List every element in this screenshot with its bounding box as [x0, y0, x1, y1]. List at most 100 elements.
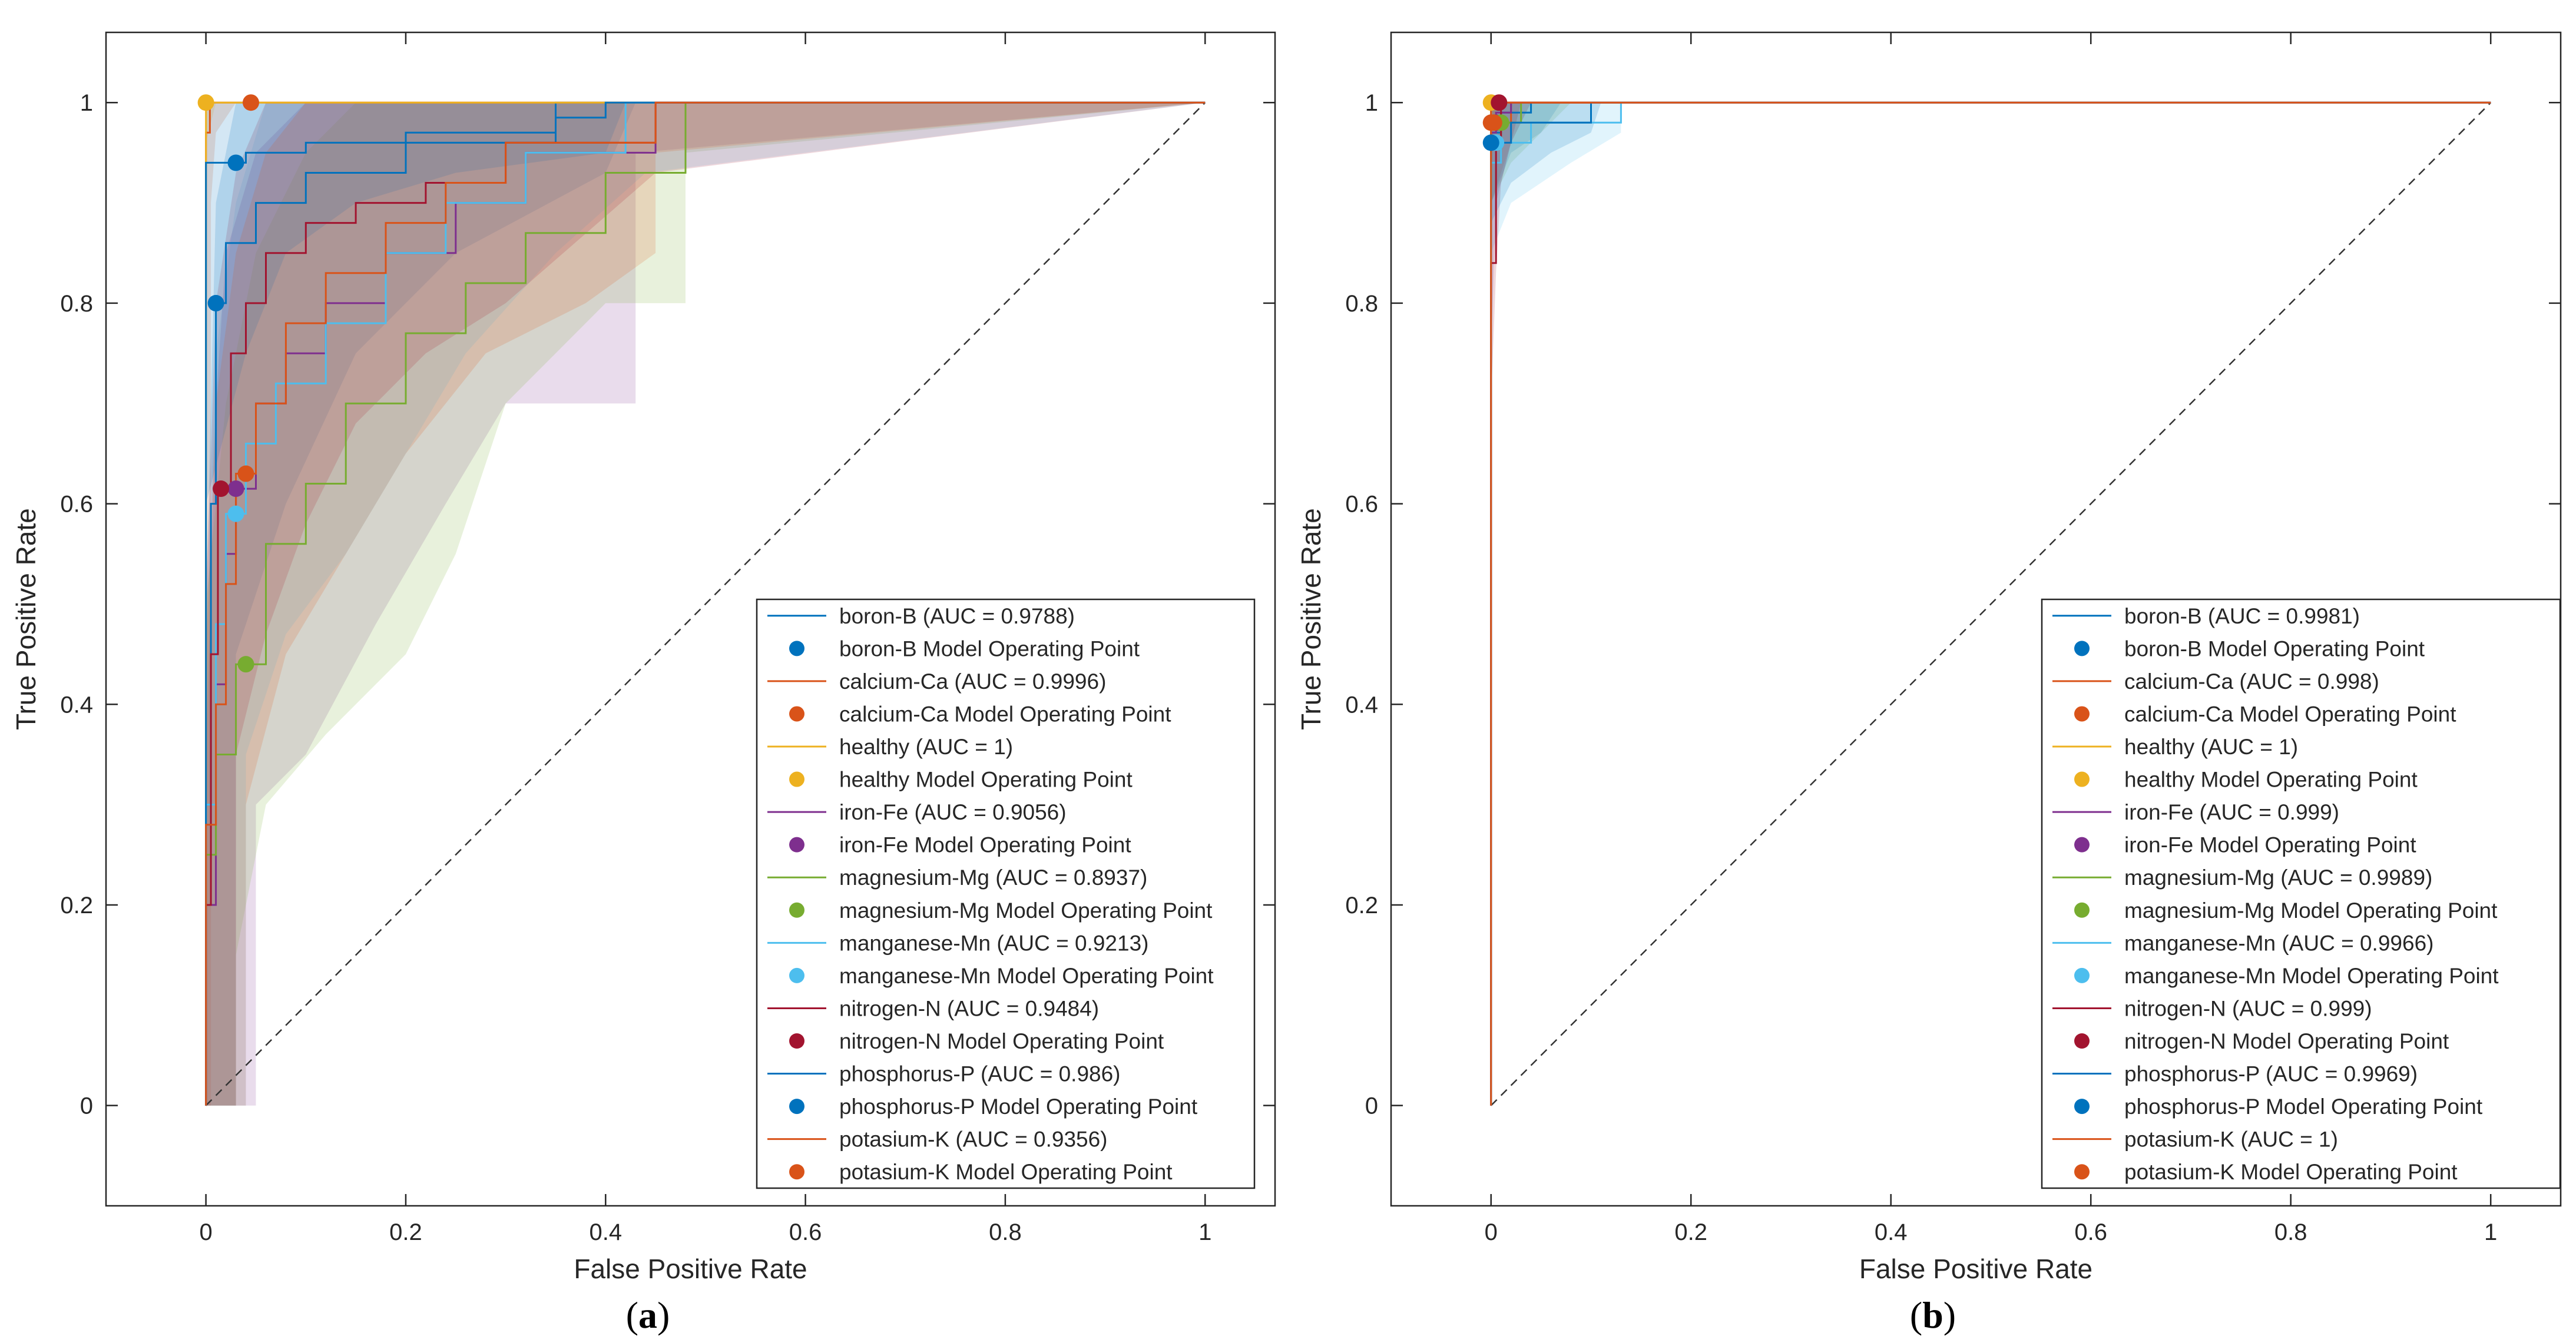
y-axis-label: True Positive Rate	[1296, 508, 1326, 730]
x-tick-label: 0	[200, 1219, 213, 1245]
legend-entry: potasium-K (AUC = 0.9356)	[839, 1128, 1108, 1152]
legend-entry: phosphorus-P Model Operating Point	[839, 1095, 1198, 1119]
legend-marker-swatch	[2074, 641, 2090, 656]
legend-entry: healthy (AUC = 1)	[2124, 735, 2298, 759]
x-tick-label: 0.2	[389, 1219, 422, 1245]
nitrogen-N-operating-point	[1491, 94, 1508, 111]
calcium-Ca-operating-point	[243, 94, 260, 111]
legend-entry: potasium-K (AUC = 1)	[2124, 1128, 2338, 1152]
x-tick-label: 0.8	[2274, 1219, 2307, 1245]
legend-entry: boron-B (AUC = 0.9788)	[839, 604, 1075, 628]
legend-entry: magnesium-Mg (AUC = 0.8937)	[839, 866, 1147, 890]
panel-label: (a)	[626, 1294, 670, 1336]
potasium-K-roc-line	[205, 101, 1206, 1106]
legend: boron-B (AUC = 0.9788) boron-B Model Oper…	[756, 598, 1256, 1189]
legend-entry: nitrogen-N Model Operating Point	[2124, 1029, 2449, 1053]
legend-entry: iron-Fe Model Operating Point	[839, 833, 1131, 857]
legend-entry: healthy Model Operating Point	[2124, 768, 2418, 792]
y-tick-label: 0.2	[60, 893, 93, 918]
legend-marker-swatch	[789, 1164, 804, 1180]
legend-entry: manganese-Mn Model Operating Point	[839, 964, 1214, 988]
potasium-K-confidence-band	[206, 102, 1206, 1106]
x-axis-label: False Positive Rate	[1859, 1254, 2092, 1284]
legend-entry: magnesium-Mg Model Operating Point	[2124, 898, 2498, 923]
magnesium-Mg-roc-line	[205, 101, 1206, 1106]
manganese-Mn-operating-point	[227, 505, 244, 522]
legend-entry: iron-Fe (AUC = 0.999)	[2124, 800, 2339, 824]
legend-entry: iron-Fe (AUC = 0.9056)	[839, 800, 1067, 824]
x-tick-label: 0.6	[2074, 1219, 2107, 1245]
y-axis-label: True Positive Rate	[11, 508, 41, 730]
legend-box	[756, 598, 1256, 1189]
x-tick-label: 1	[1198, 1219, 1211, 1245]
legend-entry: phosphorus-P (AUC = 0.986)	[839, 1062, 1121, 1086]
x-tick-label: 0.2	[1674, 1219, 1707, 1245]
legend-entry: calcium-Ca Model Operating Point	[839, 702, 1171, 726]
nitrogen-N-operating-point	[213, 480, 230, 498]
legend-entry: potasium-K Model Operating Point	[2124, 1160, 2458, 1184]
legend-entry: nitrogen-N Model Operating Point	[839, 1029, 1164, 1053]
iron-Fe-operating-point	[227, 480, 244, 498]
x-tick-label: 0.4	[589, 1219, 622, 1245]
x-tick-label: 0	[1485, 1219, 1498, 1245]
legend-entry: phosphorus-P (AUC = 0.9969)	[2124, 1062, 2418, 1086]
y-tick-label: 0.8	[60, 291, 93, 317]
y-tick-label: 0.8	[1345, 291, 1378, 317]
legend-marker-swatch	[2074, 706, 2090, 722]
legend-marker-swatch	[2074, 902, 2090, 918]
legend-marker-swatch	[2074, 837, 2090, 853]
legend-marker-swatch	[2074, 1099, 2090, 1115]
x-axis-label: False Positive Rate	[574, 1254, 807, 1284]
y-tick-label: 0.6	[60, 492, 93, 518]
legend-entry: boron-B Model Operating Point	[839, 636, 1140, 661]
chance-diagonal-line	[1490, 102, 2492, 1106]
x-tick-label: 0.6	[789, 1219, 822, 1245]
legend-marker-swatch	[789, 1033, 804, 1049]
x-tick-label: 1	[2484, 1219, 2497, 1245]
chance-diagonal-line	[205, 102, 1206, 1106]
legend-entry: manganese-Mn Model Operating Point	[2124, 964, 2499, 988]
y-tick-label: 0.2	[1345, 893, 1378, 918]
legend-entry: healthy (AUC = 1)	[839, 735, 1013, 759]
y-tick-label: 0	[80, 1093, 93, 1119]
legend-marker-swatch	[789, 1099, 804, 1115]
legend-marker-swatch	[789, 902, 804, 918]
legend-entry: calcium-Ca Model Operating Point	[2124, 702, 2456, 726]
legend-marker-swatch	[789, 837, 804, 853]
legend-marker-swatch	[2074, 1164, 2090, 1180]
legend-marker-swatch	[789, 967, 804, 983]
y-tick-label: 0.4	[1345, 692, 1378, 718]
panel-b: 0 0 0.2 0.2 0.4 0.4 0.6 0.6 0.8 0.8 1 1 False Positi…	[1296, 31, 2562, 1336]
phosphorus-P-operating-point	[1482, 134, 1499, 151]
legend: boron-B (AUC = 0.9981) boron-B Model Oper…	[2041, 598, 2561, 1189]
legend-marker-swatch	[2074, 771, 2090, 787]
legend-marker-swatch	[2074, 1033, 2090, 1049]
manganese-Mn-roc-line	[1490, 101, 2491, 1106]
legend-marker-swatch	[789, 771, 804, 787]
x-tick-label: 0.4	[1875, 1219, 1908, 1245]
operating-points	[197, 94, 260, 673]
y-tick-label: 0.4	[60, 692, 93, 718]
operating-points	[1482, 94, 1509, 151]
legend-entry: manganese-Mn (AUC = 0.9966)	[2124, 931, 2433, 955]
panel-label: (b)	[1910, 1294, 1956, 1336]
y-tick-label: 0.6	[1345, 492, 1378, 518]
potasium-K-operating-point	[237, 465, 254, 482]
legend-entry: manganese-Mn (AUC = 0.9213)	[839, 931, 1148, 955]
magnesium-Mg-confidence-band	[206, 102, 1206, 1106]
legend-entry: nitrogen-N (AUC = 0.9484)	[839, 996, 1099, 1020]
legend-entry: healthy Model Operating Point	[839, 768, 1133, 792]
y-tick-label: 1	[80, 90, 93, 116]
manganese-Mn-confidence-band	[206, 102, 1206, 1106]
legend-entry: magnesium-Mg Model Operating Point	[839, 898, 1213, 923]
iron-Fe-confidence-band	[206, 102, 1206, 1106]
legend-marker-swatch	[2074, 967, 2090, 983]
legend-marker-swatch	[789, 706, 804, 722]
legend-entry: calcium-Ca (AUC = 0.998)	[2124, 669, 2379, 694]
y-tick-label: 0	[1365, 1093, 1378, 1119]
x-tick-label: 0.8	[989, 1219, 1022, 1245]
legend-entry: boron-B (AUC = 0.9981)	[2124, 604, 2360, 628]
manganese-Mn-roc-line	[205, 101, 1206, 1106]
legend-entry: iron-Fe Model Operating Point	[2124, 833, 2416, 857]
